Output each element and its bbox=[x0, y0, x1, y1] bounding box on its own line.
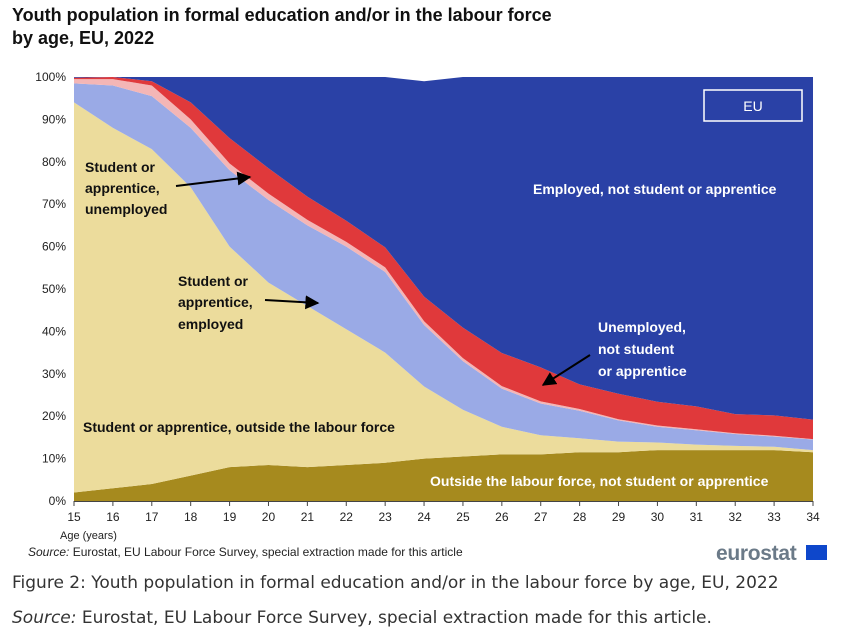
annotation-arrow-student-employed bbox=[264, 295, 320, 310]
annotation-unemployed-line3: or apprentice bbox=[598, 363, 687, 379]
annotation-student-employed: Student or apprentice, employed bbox=[178, 273, 257, 332]
annotation-student-unemployed-line3: unemployed bbox=[85, 201, 167, 217]
x-tick-label: 29 bbox=[612, 510, 626, 524]
chart-source: Source: Eurostat, EU Labour Force Survey… bbox=[28, 545, 463, 559]
y-tick-label: 20% bbox=[42, 409, 66, 423]
x-tick-label: 28 bbox=[573, 510, 587, 524]
x-tick-label: 34 bbox=[806, 510, 820, 524]
x-tick-label: 16 bbox=[106, 510, 120, 524]
y-tick-label: 80% bbox=[42, 155, 66, 169]
annotation-arrow-unemployed bbox=[541, 354, 591, 386]
x-tick-label: 22 bbox=[340, 510, 354, 524]
area-series-2 bbox=[74, 83, 813, 451]
y-tick-label: 10% bbox=[42, 452, 66, 466]
y-tick-label: 0% bbox=[49, 494, 67, 508]
annotation-student-employed-line1: Student or bbox=[178, 273, 249, 289]
annotation-unemployed-line2: not student bbox=[598, 341, 675, 357]
x-tick-label: 15 bbox=[67, 510, 81, 524]
annotation-student-unemployed-line2: apprentice, bbox=[85, 180, 160, 196]
y-tick-label: 40% bbox=[42, 324, 66, 338]
x-tick-label: 33 bbox=[767, 510, 781, 524]
chart-source-text: Eurostat, EU Labour Force Survey, specia… bbox=[69, 545, 463, 559]
area-series-4 bbox=[74, 77, 813, 440]
x-tick-label: 25 bbox=[456, 510, 470, 524]
annotation-unemployed: Unemployed, not student or apprentice bbox=[598, 319, 690, 379]
y-tick-label: 50% bbox=[42, 282, 66, 296]
figure-caption-source: Source: Eurostat, EU Labour Force Survey… bbox=[12, 608, 712, 628]
x-tick-label: 21 bbox=[301, 510, 315, 524]
x-tick-label: 24 bbox=[417, 510, 431, 524]
y-tick-label: 30% bbox=[42, 367, 66, 381]
annotation-outside: Outside the labour force, not student or… bbox=[430, 473, 769, 489]
area-series-1 bbox=[74, 102, 813, 493]
x-tick-label: 23 bbox=[378, 510, 392, 524]
area-series-5 bbox=[74, 77, 813, 420]
annotation-student-outside: Student or apprentice, outside the labou… bbox=[83, 419, 395, 435]
annotation-student-employed-line3: employed bbox=[178, 316, 243, 332]
annotation-student-employed-line2: apprentice, bbox=[178, 294, 253, 310]
chart-source-label: Source: bbox=[28, 545, 70, 559]
x-tick-label: 26 bbox=[495, 510, 509, 524]
annotation-student-unemployed-line1: Student or bbox=[85, 159, 156, 175]
area-series-0 bbox=[74, 450, 813, 501]
y-tick-label: 100% bbox=[35, 70, 66, 84]
annotation-student-unemployed: Student or apprentice, unemployed bbox=[85, 159, 167, 217]
eurostat-logo: eurostat bbox=[716, 542, 797, 565]
eu-legend-label: EU bbox=[743, 98, 762, 114]
annotation-unemployed-line1: Unemployed, bbox=[598, 319, 686, 335]
x-tick-label: 32 bbox=[729, 510, 743, 524]
chart-title-line1: Youth population in formal education and… bbox=[12, 5, 552, 25]
eu-flag-icon bbox=[806, 545, 827, 560]
x-tick-label: 30 bbox=[651, 510, 665, 524]
eu-legend-box bbox=[703, 89, 803, 122]
chart-title: Youth population in formal education and… bbox=[12, 4, 712, 50]
x-tick-label: 27 bbox=[534, 510, 548, 524]
annotation-arrow-student-unemployed bbox=[175, 171, 252, 187]
x-tick-label: 31 bbox=[690, 510, 704, 524]
chart: 0% 10% 20% 30% 40% 50% 60% 70% 80% 90% 100% 15 16 17 1… bbox=[35, 70, 820, 542]
chart-areas bbox=[74, 77, 813, 501]
x-tick-label: 19 bbox=[223, 510, 237, 524]
x-tick-label: 20 bbox=[262, 510, 276, 524]
annotation-employed: Employed, not student or apprentice bbox=[533, 181, 777, 197]
y-tick-label: 90% bbox=[42, 112, 66, 126]
figure-caption: Figure 2: Youth population in formal edu… bbox=[12, 573, 779, 593]
x-tick-label: 17 bbox=[145, 510, 159, 524]
chart-axes: 0% 10% 20% 30% 40% 50% 60% 70% 80% 90% 100% 15 16 17 1… bbox=[35, 70, 820, 542]
x-tick-label: 18 bbox=[184, 510, 198, 524]
chart-title-line2: by age, EU, 2022 bbox=[12, 28, 155, 48]
y-tick-label: 70% bbox=[42, 197, 66, 211]
figure-caption-source-text: Eurostat, EU Labour Force Survey, specia… bbox=[76, 608, 712, 628]
figure-caption-source-label: Source: bbox=[12, 608, 77, 628]
x-axis-label: Age (years) bbox=[60, 530, 117, 542]
y-tick-label: 60% bbox=[42, 240, 66, 254]
